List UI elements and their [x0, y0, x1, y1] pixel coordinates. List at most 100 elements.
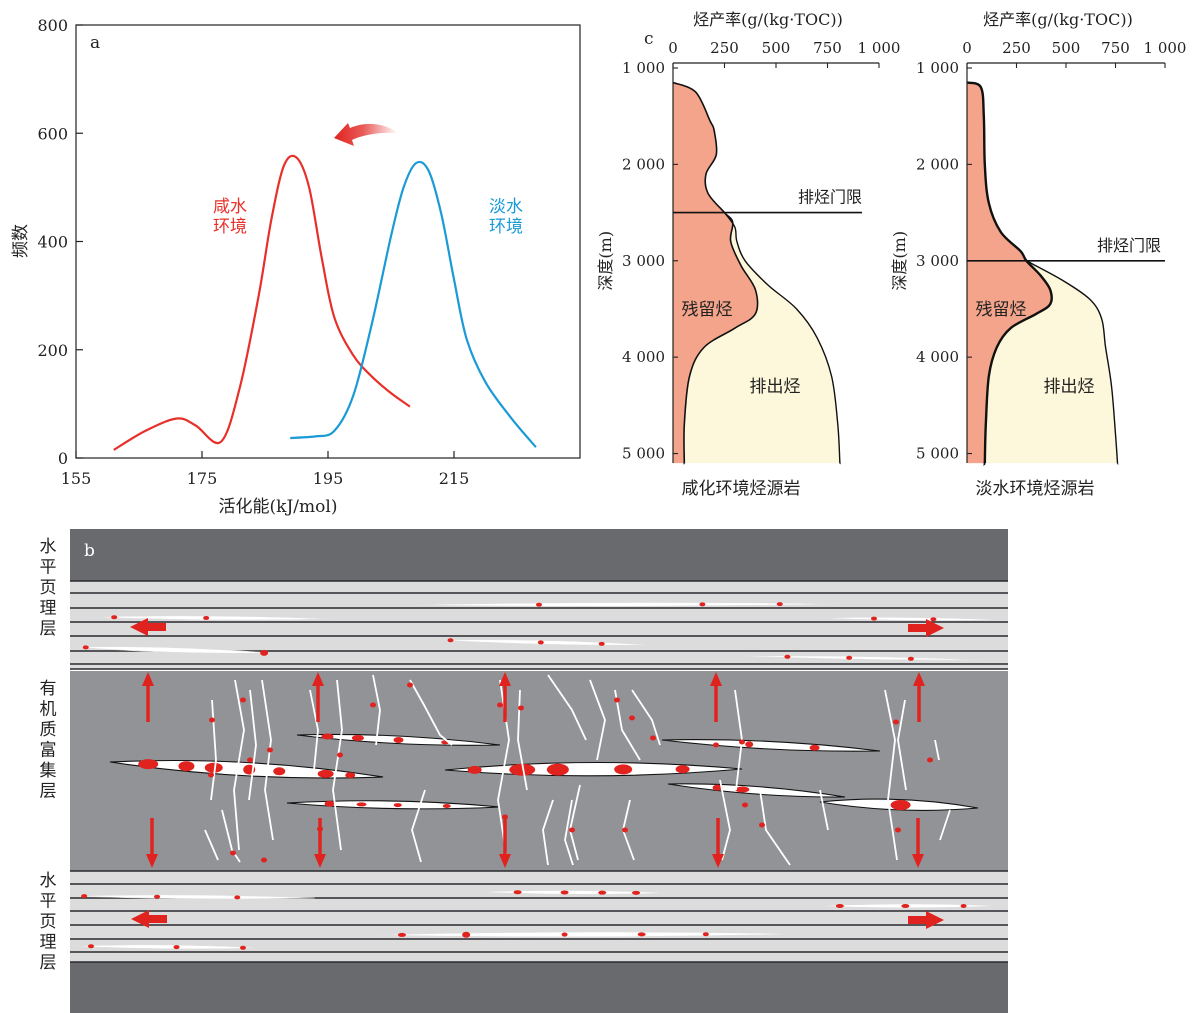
layer-label-char: 层	[40, 782, 57, 802]
expelled-label: 排出烃	[1044, 377, 1095, 397]
x-tick-label: 195	[313, 469, 344, 488]
panel-c-saline-subplot: 0 250 500 750 1 000 1 000 2 000 3 000 4 000 5 000…	[596, 10, 900, 499]
hydrocarbon-spot	[560, 890, 569, 895]
fracture	[589, 679, 606, 761]
fracture-hydrocarbon	[497, 702, 503, 708]
fracture	[759, 789, 791, 866]
rightward-arrow	[908, 916, 930, 924]
top-axis-title: 烃产率(g/(kg·TOC))	[983, 10, 1133, 29]
residual-label: 残留烃	[976, 300, 1027, 320]
subplot-title: 淡水环境烃源岩	[976, 479, 1095, 499]
fracture-hydrocarbon	[230, 850, 236, 856]
leftward-arrow	[144, 623, 166, 631]
fracture-hydrocarbon	[742, 802, 748, 808]
top-dark-band	[70, 529, 1008, 581]
y-tick-label: 2 000	[916, 155, 959, 173]
panel-b-arrows	[130, 618, 944, 929]
saline-curve	[113, 154, 411, 451]
fracture-hydrocarbon	[569, 827, 575, 833]
fracture	[248, 689, 257, 801]
fracture-hydrocarbon	[267, 747, 273, 753]
layer-label-char: 水	[40, 537, 57, 557]
arrow-head	[926, 619, 944, 637]
bottom-dark-band	[70, 962, 1008, 1013]
fracture	[204, 829, 219, 861]
y-tick-label: 200	[37, 341, 68, 360]
y-tick-label: 3 000	[916, 252, 959, 270]
hydrocarbon-spot	[598, 641, 605, 646]
hydrocarbon-lens	[71, 894, 316, 900]
hydrocarbon-lens	[371, 931, 801, 938]
hydrocarbon-spot	[632, 890, 641, 895]
hydrocarbon-lens	[439, 639, 651, 646]
expelled-label: 排出烃	[750, 377, 801, 397]
hydrocarbon-spot	[846, 655, 853, 660]
layer-label-char: 有	[40, 679, 57, 699]
saline-series-label: 环境	[213, 217, 247, 237]
hydrocarbon-spot	[88, 944, 94, 949]
hydrocarbon-spot	[745, 741, 754, 748]
x-tick-label: 0	[962, 39, 972, 57]
residual-area	[673, 82, 758, 464]
layer-label-char: 集	[40, 761, 57, 781]
panel-c-label: c	[644, 29, 654, 49]
x-tick-label: 1 000	[858, 39, 901, 57]
fracture	[221, 809, 241, 863]
hydrocarbon-spot	[871, 616, 877, 621]
hydrocarbon-spot	[675, 765, 690, 774]
fracture	[309, 689, 319, 771]
hydrocarbon-spot	[561, 932, 568, 937]
arrow-head	[142, 672, 154, 686]
layer-label-char: 机	[40, 700, 57, 720]
fracture-hydrocarbon	[614, 697, 620, 703]
layer-label-char: 富	[40, 741, 57, 761]
fracture	[542, 799, 554, 866]
threshold-label: 排烃门限	[798, 188, 862, 207]
hydrocarbon-lens	[73, 646, 271, 654]
arrow-head	[499, 854, 511, 868]
panel-c-fresh-subplot: 0 250 500 750 1 000 1 000 2 000 3 000 4 000 5 000…	[890, 10, 1186, 499]
layer-label-char: 层	[40, 619, 57, 639]
x-tick-label: 250	[710, 39, 739, 57]
fracture	[897, 699, 907, 791]
fracture-hydrocarbon	[927, 757, 933, 763]
fracture-hydrocarbon	[261, 857, 267, 863]
fracture-hydrocarbon	[739, 739, 745, 745]
y-tick-label: 800	[37, 16, 68, 35]
panel-b-bands	[70, 529, 1008, 1013]
y-tick-label: 2 000	[622, 155, 665, 173]
fresh-curve	[290, 160, 537, 448]
rightward-arrow	[908, 624, 930, 632]
hydrocarbon-spot	[546, 763, 569, 776]
x-tick-label: 500	[762, 39, 791, 57]
hydrocarbon-spot	[393, 737, 404, 743]
fracture	[409, 679, 453, 746]
x-tick-label: 500	[1052, 39, 1081, 57]
hydrocarbon-spot	[637, 932, 646, 937]
hydrocarbon-spot	[203, 615, 210, 620]
fracture	[884, 689, 898, 861]
y-tick-label: 4 000	[622, 348, 665, 366]
hydrocarbon-lens	[89, 615, 333, 621]
hydrocarbon-lens	[661, 739, 881, 752]
arrow-head	[146, 854, 158, 868]
fracture-hydrocarbon	[622, 827, 628, 833]
fracture-hydrocarbon	[407, 682, 413, 688]
fracture	[564, 799, 574, 866]
fracture-hydrocarbon	[337, 752, 343, 758]
residual-yield-curve	[672, 81, 759, 465]
subplot-title: 咸化环境烃源岩	[682, 479, 801, 499]
total-yield-curve	[723, 212, 841, 465]
residual-yield-curve	[966, 81, 1053, 467]
hydrocarbon-spot	[735, 786, 750, 793]
top-axis-title: 烃产率(g/(kg·TOC))	[693, 10, 843, 29]
upper-laminated-layer	[70, 581, 1008, 669]
panel-a-plot-frame	[75, 24, 581, 459]
panel-b-label: b	[84, 541, 95, 561]
hydrocarbon-spot	[178, 761, 195, 772]
layer-label-char: 页	[40, 912, 57, 932]
hydrocarbon-spot	[930, 617, 937, 622]
hydrocarbon-spot	[467, 765, 482, 774]
layer-label-char: 平	[40, 892, 57, 912]
